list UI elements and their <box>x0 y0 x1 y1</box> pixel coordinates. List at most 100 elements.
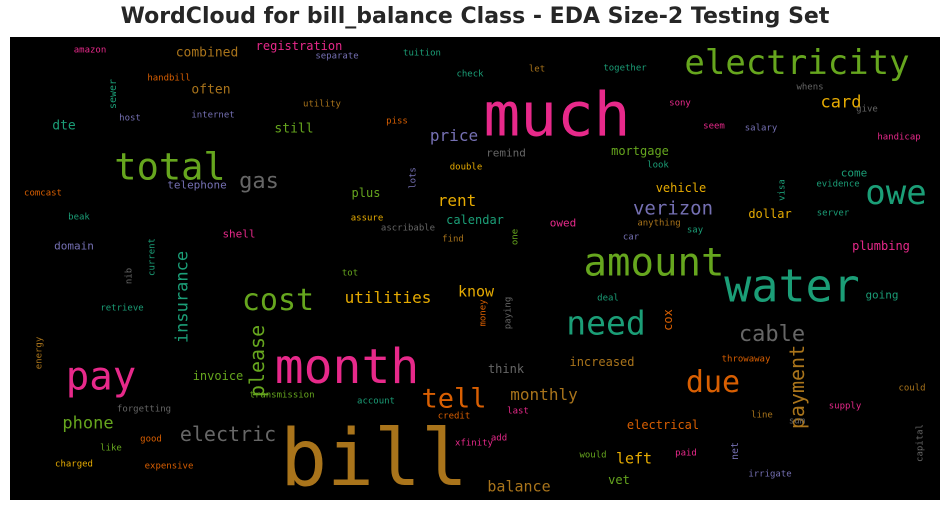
word-piss: piss <box>386 116 408 127</box>
word-retrieve: retrieve <box>100 303 144 314</box>
word-paid: paid <box>675 448 697 459</box>
word-cox: cox <box>661 309 675 331</box>
word-calendar: calendar <box>446 213 504 227</box>
word-xfinity: xfinity <box>455 438 493 449</box>
word-separate: separate <box>315 51 359 62</box>
word-lots: lots <box>408 167 419 189</box>
word-capital: capital <box>915 424 926 462</box>
wordcloud-canvas: bill much month water amount total pay electric… <box>10 37 940 500</box>
word-give: give <box>856 104 878 115</box>
word-paying: paying <box>503 296 514 330</box>
word-find: find <box>442 234 464 245</box>
word-could: could <box>898 383 926 394</box>
word-amount: amount <box>583 240 725 286</box>
word-evidence: evidence <box>816 179 860 190</box>
word-plus: plus <box>351 186 381 200</box>
word-last: last <box>507 406 529 417</box>
word-think: think <box>487 362 525 376</box>
word-gas: gas <box>239 169 279 194</box>
word-telephone: telephone <box>167 178 227 192</box>
word-vehicle: vehicle <box>655 181 707 195</box>
word-phone: phone <box>62 413 114 434</box>
word-invoice: invoice <box>192 369 244 383</box>
word-nib: nib <box>124 267 135 285</box>
word-transmission: transmission <box>249 390 315 401</box>
word-supply: supply <box>828 401 862 412</box>
word-come: come <box>840 166 868 180</box>
word-one: one <box>510 228 521 246</box>
word-deal: deal <box>597 293 619 304</box>
word-due: due <box>685 365 741 400</box>
word-utilities: utilities <box>344 288 432 307</box>
word-pay: pay <box>65 354 137 400</box>
word-dollar: dollar <box>748 207 792 221</box>
word-electricity: electricity <box>684 43 910 83</box>
word-tot: tot <box>341 268 359 279</box>
word-registration: registration <box>255 39 343 53</box>
word-money: money <box>478 299 489 327</box>
word-utility: utility <box>303 99 341 110</box>
word-combined: combined <box>175 45 239 61</box>
word-sewer: sewer <box>108 78 119 110</box>
word-forgetting: forgetting <box>116 404 172 415</box>
word-increased: increased <box>569 355 635 369</box>
word-comcast: comcast <box>24 188 62 199</box>
word-cost: cost <box>241 283 315 318</box>
word-price: price <box>429 126 479 145</box>
word-credit: credit <box>437 411 471 422</box>
word-going: going <box>865 288 899 302</box>
word-say: say <box>686 225 704 236</box>
word-monthly: monthly <box>510 385 578 404</box>
word-verizon: verizon <box>632 197 714 220</box>
word-insurance: insurance <box>172 250 193 344</box>
word-domain: domain <box>54 239 94 253</box>
word-energy: energy <box>34 336 45 370</box>
word-visa: visa <box>777 179 788 201</box>
word-remind: remind <box>486 146 526 160</box>
word-tuition: tuition <box>403 48 441 59</box>
word-sony: sony <box>669 98 691 109</box>
word-charged: charged <box>55 459 93 470</box>
word-account: account <box>357 396 395 407</box>
word-host: host <box>119 113 141 124</box>
word-electric: electric <box>179 422 277 446</box>
word-whens: whens <box>796 82 824 93</box>
word-car: car <box>622 232 640 243</box>
word-net: net <box>730 441 741 461</box>
word-total: total <box>114 145 226 189</box>
word-handicap: handicap <box>877 132 921 143</box>
word-mortgage: mortgage <box>611 144 669 158</box>
word-much: much <box>483 79 631 151</box>
word-add: add <box>490 433 508 444</box>
word-irrigate: irrigate <box>748 469 792 480</box>
word-card: card <box>820 92 862 113</box>
word-anything: anything <box>637 218 681 229</box>
word-good: good <box>140 434 162 445</box>
word-need: need <box>566 303 646 343</box>
word-let: let <box>528 64 546 75</box>
word-amazon: amazon <box>73 45 107 56</box>
word-tell: tell <box>421 383 487 415</box>
word-server: server <box>816 208 850 219</box>
word-please: please <box>245 324 269 398</box>
word-owed: owed <box>549 216 577 230</box>
word-month: month <box>274 339 420 395</box>
word-double: double <box>449 162 483 173</box>
word-sum: sum <box>788 416 806 427</box>
word-assure: assure <box>350 213 384 224</box>
word-know: know <box>457 282 495 301</box>
word-seem: seem <box>703 121 725 132</box>
word-beak: beak <box>68 212 90 223</box>
word-throwaway: throwaway <box>721 354 771 365</box>
word-left: left <box>615 449 653 468</box>
word-ascribable: ascribable <box>380 223 436 234</box>
word-dte: dte <box>52 118 76 134</box>
word-rent: rent <box>437 191 477 210</box>
word-look: look <box>647 160 669 171</box>
word-check: check <box>456 69 484 80</box>
word-owe: owe <box>865 173 927 213</box>
word-water: water <box>724 259 860 313</box>
word-expensive: expensive <box>144 461 194 472</box>
word-cable: cable <box>738 322 806 347</box>
word-internet: internet <box>191 110 235 121</box>
